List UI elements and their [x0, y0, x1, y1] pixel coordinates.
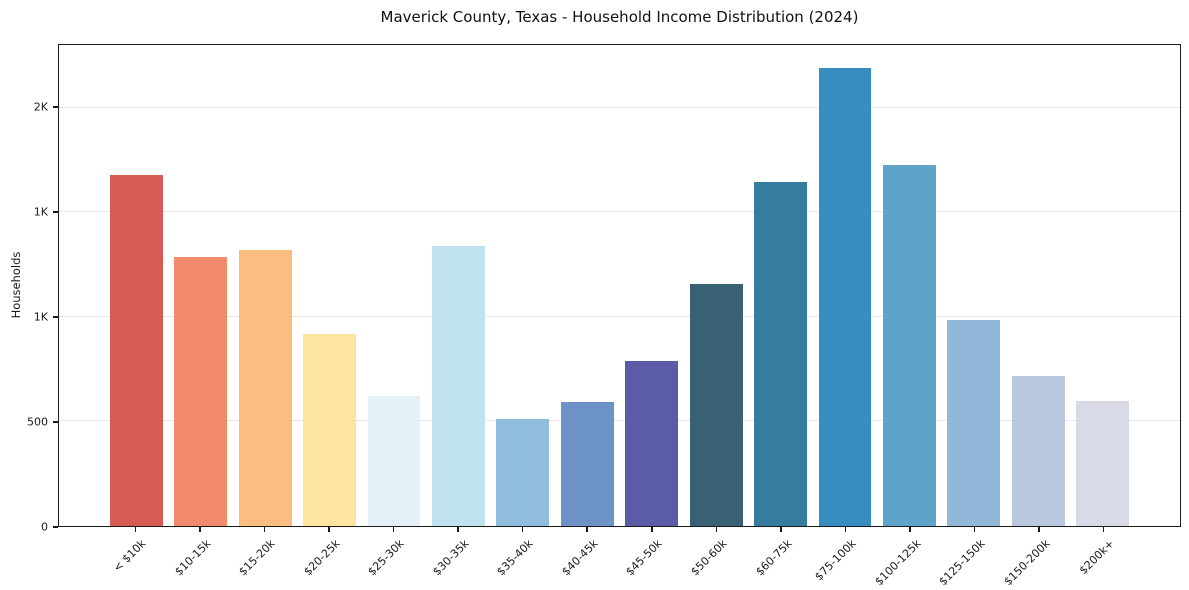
x-tick-mark: [521, 527, 524, 532]
bar-$100-125k: [883, 165, 936, 526]
x-tick-mark: [715, 527, 718, 532]
bar-$20-25k: [303, 333, 356, 526]
x-tick-label: $150-200k: [1001, 537, 1053, 589]
bar-slot: [813, 45, 877, 526]
bar-$35-40k: [496, 419, 550, 526]
gridline: [59, 315, 1180, 317]
y-tick-label: 1K: [33, 205, 48, 219]
bar-slot: [1071, 45, 1135, 526]
x-tick-mark: [199, 527, 201, 532]
bar-slot: [1006, 45, 1070, 526]
y-tick-mark: [53, 211, 58, 213]
bar-slot: [233, 45, 297, 526]
x-tick-label: $100-125k: [872, 537, 924, 589]
x-tick-mark: [134, 527, 137, 532]
x-tick-mark: [586, 527, 588, 532]
x-axis-ticks: < $10k $10-15k $15-20k $20-25k $25-30k $30-35…: [58, 527, 1181, 590]
bar-$40-45k: [560, 401, 614, 526]
bar-$150-200k: [1011, 376, 1065, 526]
y-tick-mark: [53, 526, 58, 528]
bar-$10-15k: [174, 257, 228, 526]
bar-slot: [942, 45, 1006, 526]
y-tick-label: 500: [27, 415, 48, 429]
bar-slot: [748, 45, 812, 526]
x-tick-mark: [651, 527, 653, 532]
x-tick-mark: [392, 527, 395, 532]
plot-area: [58, 44, 1181, 527]
bar-slot: [362, 45, 426, 526]
x-tick-label: $40-45k: [559, 537, 601, 579]
y-tick-label: 0: [41, 520, 48, 534]
x-tick-label: $20-25k: [300, 537, 343, 579]
x-tick-label: $25-30k: [365, 537, 407, 579]
y-tick-label: 1K: [33, 310, 48, 324]
bar-slot: [104, 45, 168, 526]
bar-$50-60k: [689, 284, 743, 526]
x-tick-mark: [1102, 527, 1105, 532]
y-axis-ticks: 0 500 1K 1K 2K: [0, 44, 58, 534]
gridline: [59, 420, 1180, 422]
y-tick-mark: [53, 316, 58, 318]
x-tick-mark: [1038, 527, 1040, 532]
bar-$125-150k: [947, 320, 1001, 526]
x-tick-label: $50-60k: [688, 537, 730, 579]
x-tick-mark: [780, 527, 782, 532]
x-tick-label: $15-20k: [236, 537, 278, 579]
chart-title: Maverick County, Texas - Household Incom…: [380, 8, 859, 26]
y-tick-label: 2K: [33, 100, 48, 114]
x-tick-label: < $10k: [110, 537, 149, 575]
bar-$45-50k: [625, 360, 679, 526]
x-tick-mark: [328, 527, 330, 532]
x-tick-mark: [973, 527, 976, 532]
x-tick-label: $45-50k: [623, 537, 665, 579]
bar-slot: [877, 45, 941, 526]
bar-$60-75k: [754, 181, 807, 526]
x-tick-label: $35-40k: [494, 537, 536, 579]
bar-$75-100k: [818, 68, 872, 526]
bar-$200k+: [1076, 400, 1130, 526]
x-tick-label: $200k+: [1076, 537, 1117, 578]
x-tick-mark: [909, 527, 911, 532]
x-tick-label: $10-15k: [171, 537, 214, 579]
bar-slot: [555, 45, 619, 526]
bar-< $10k: [109, 174, 163, 526]
bar-slot: [684, 45, 748, 526]
x-tick-label: $60-75k: [752, 537, 795, 579]
x-tick-mark: [844, 527, 847, 532]
bars-layer: [59, 45, 1180, 526]
y-tick-mark: [53, 106, 58, 108]
x-tick-mark: [457, 527, 459, 532]
x-tick-label: $30-35k: [430, 537, 472, 579]
gridline: [59, 106, 1180, 108]
x-tick-label: $75-100k: [812, 537, 859, 584]
x-tick-label: $125-150k: [936, 537, 988, 589]
bar-$30-35k: [431, 245, 485, 526]
bar-slot: [297, 45, 361, 526]
x-tick-mark: [263, 527, 266, 532]
bar-$15-20k: [238, 249, 292, 526]
bar-slot: [168, 45, 232, 526]
bar-$25-30k: [367, 396, 421, 526]
y-tick-mark: [53, 421, 58, 423]
bar-slot: [491, 45, 555, 526]
gridline: [59, 211, 1180, 213]
bar-slot: [426, 45, 490, 526]
bar-slot: [620, 45, 684, 526]
